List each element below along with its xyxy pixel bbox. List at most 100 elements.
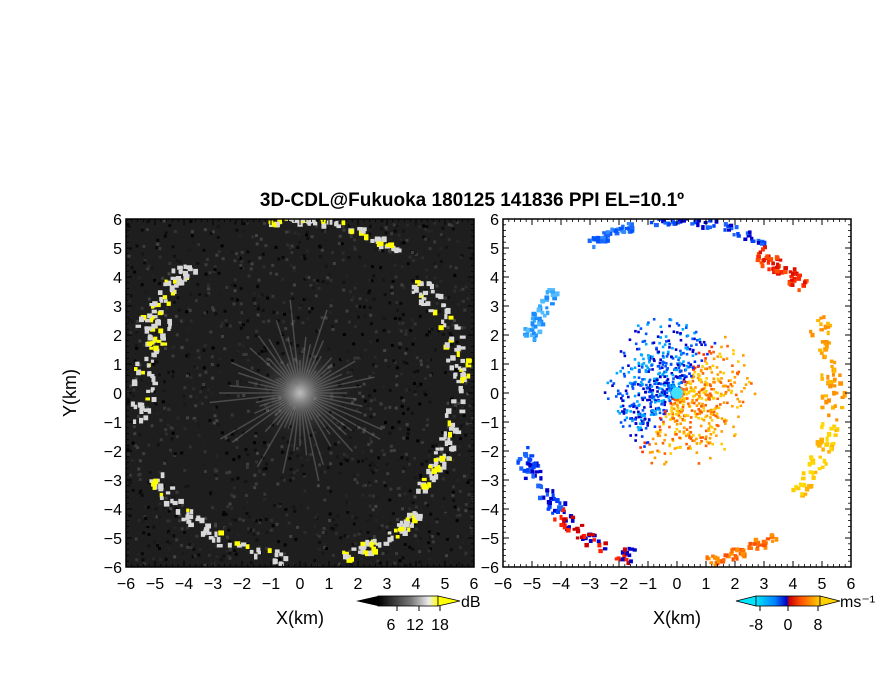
velocity-cell (674, 375, 678, 378)
noise-cell (363, 427, 367, 431)
noise-cell (401, 412, 405, 416)
noise-cell (375, 495, 379, 499)
velocity-cell (644, 370, 648, 374)
velocity-cell (731, 370, 734, 374)
noise-cell (461, 287, 465, 291)
velocity-cell (646, 366, 650, 370)
noise-cell (326, 226, 330, 230)
noise-cell (216, 236, 220, 240)
noise-cell (234, 352, 238, 356)
noise-cell (228, 556, 232, 560)
noise-cell (142, 244, 146, 248)
noise-cell (127, 318, 131, 322)
noise-cell (219, 370, 223, 374)
echo-cell (431, 289, 435, 294)
noise-cell (371, 455, 375, 459)
velocity-echo-cell (629, 222, 634, 226)
velocity-echo-cell (705, 555, 709, 561)
echo-cell (444, 413, 449, 418)
velocity-echo-cell (541, 495, 546, 500)
velocity-cell (687, 391, 690, 394)
echo-cell (185, 514, 190, 520)
noise-cell (444, 296, 448, 300)
velocity-cell (634, 422, 638, 425)
noise-cell (207, 283, 211, 287)
velocity-cell (708, 350, 711, 353)
velocity-echo-cell (755, 540, 761, 546)
noise-cell (211, 306, 215, 310)
noise-cell (292, 266, 296, 270)
velocity-cell (617, 392, 620, 396)
x-tick-label: −6 (494, 576, 512, 593)
echo-cell (428, 465, 432, 469)
velocity-echo-cell (824, 343, 829, 349)
noise-cell (241, 519, 245, 523)
velocity-cell (663, 381, 667, 385)
noise-cell (400, 265, 404, 269)
velocity-cell (708, 441, 712, 444)
velocity-echo-cell (819, 437, 824, 442)
noise-cell (401, 229, 405, 233)
velocity-cell (703, 386, 707, 389)
noise-cell (321, 530, 325, 534)
echo-cell (413, 286, 419, 293)
velocity-cell (661, 388, 665, 392)
echo-cell (158, 487, 164, 492)
noise-cell (255, 285, 259, 289)
noise-cell (439, 233, 443, 237)
noise-cell (186, 326, 190, 330)
velocity-cell (657, 382, 661, 385)
velocity-echo-cell (681, 219, 686, 223)
velocity-cell (656, 449, 660, 453)
noise-cell (368, 504, 372, 508)
echo-cell (411, 290, 415, 294)
noise-cell (275, 272, 279, 276)
velocity-cell (606, 397, 610, 401)
noise-cell (212, 406, 216, 410)
velocity-echo-cell (731, 547, 737, 551)
velocity-cell (700, 343, 703, 347)
velocity-cell (658, 428, 662, 432)
noise-cell (127, 398, 131, 402)
velocity-cell (685, 428, 689, 431)
velocity-cell (656, 434, 660, 438)
noise-cell (431, 347, 435, 351)
velocity-echo-cell (756, 238, 761, 243)
noise-cell (211, 506, 215, 510)
velocity-echo-cell (625, 550, 630, 556)
velocity-cell (675, 433, 678, 436)
noise-cell (371, 432, 375, 436)
velocity-cell (679, 446, 682, 449)
noise-cell (237, 457, 241, 461)
echo-cell (456, 351, 460, 358)
noise-cell (397, 322, 401, 326)
velocity-cell (643, 418, 646, 421)
noise-cell (458, 289, 462, 293)
velocity-cell (706, 394, 710, 397)
noise-cell (180, 527, 184, 531)
velocity-echo-cell (723, 228, 727, 232)
echo-cell (465, 362, 472, 368)
echo-cell (429, 283, 434, 290)
velocity-cell (654, 410, 657, 413)
velocity-cell (719, 381, 723, 384)
echo-cell (178, 498, 184, 504)
noise-cell (152, 298, 156, 302)
x-tick-label: −4 (552, 576, 570, 593)
noise-cell (353, 245, 357, 249)
y-tick-label: 4 (490, 270, 499, 287)
noise-cell (395, 366, 399, 370)
echo-cell (146, 363, 150, 368)
noise-cell (162, 506, 166, 510)
noise-cell (151, 274, 155, 278)
noise-cell (241, 344, 245, 348)
noise-cell (397, 233, 401, 237)
velocity-echo-cell (823, 347, 829, 352)
noise-cell (404, 564, 408, 567)
velocity-echo-cell (763, 544, 768, 550)
velocity-cell (653, 456, 657, 460)
velocity-cell (641, 340, 645, 344)
echo-cell (425, 301, 431, 306)
noise-cell (228, 540, 232, 544)
noise-cell (402, 466, 406, 470)
